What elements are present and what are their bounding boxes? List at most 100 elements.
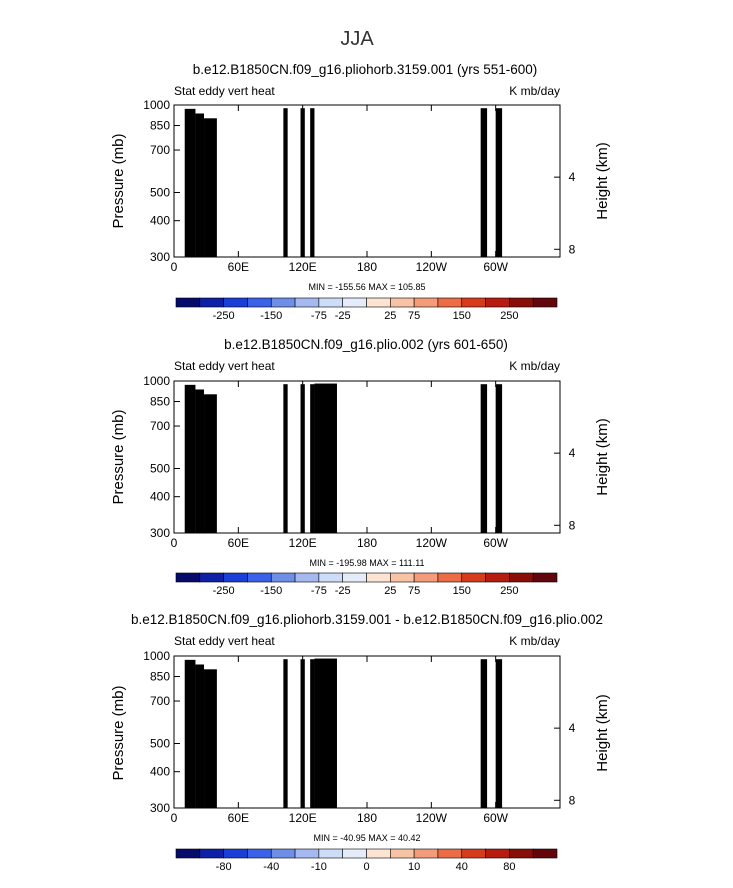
panel-2: b.e12.B1850CN.f09_g16.plio.002 (yrs 601-… (110, 337, 611, 597)
panel-1-colorbar-label-1: -150 (260, 310, 282, 322)
panel-1-colorbar-swatch-9 (390, 297, 415, 308)
panel-3-y2label: Height (km) (594, 694, 611, 772)
panel-1-xtick-label-4: 120W (416, 260, 448, 274)
panel-1-left-label: Stat eddy vert heat (174, 84, 275, 98)
panel-1-plot: 0 60E 120E 180 120W 60W 300 400 500 700 850 1000 4 8 (143, 98, 575, 274)
panel-2-xtick-label-5: 60W (483, 536, 508, 550)
panel-3-colorbar-label-4: 10 (408, 861, 420, 873)
panel-1-colorbar-swatch-2 (223, 297, 248, 308)
panel-1-colorbar-swatch-15 (532, 297, 558, 308)
panel-3-xtick-label-1: 60E (228, 811, 249, 825)
panel-3: b.e12.B1850CN.f09_g16.pliohorb.3159.001 … (110, 612, 611, 873)
panel-1-xtick-label-1: 60E (228, 260, 249, 274)
panel-3-colorbar-swatch-12 (461, 848, 486, 859)
panel-3-land-1 (195, 664, 205, 808)
panel-3-land-3 (283, 659, 288, 808)
panel-2-xtick-label-3: 180 (357, 536, 377, 550)
panel-3-right-label: K mb/day (509, 634, 560, 648)
panel-3-ytick-label-2: 500 (150, 737, 170, 751)
panel-1-colorbar-label-5: 75 (408, 310, 420, 322)
panel-2-xtick-label-2: 120E (289, 536, 317, 550)
panel-2-ytick-label-4: 850 (150, 395, 170, 409)
panel-3-land-7 (480, 659, 488, 808)
panel-1-frame (173, 104, 561, 258)
panel-3-colorbar-swatch-13 (485, 848, 510, 859)
panel-3-colorbar-swatch-8 (366, 848, 391, 859)
panel-2-colorbar-label-4: 25 (384, 585, 396, 597)
panel-2-colorbar-label-2: -75 (311, 585, 327, 597)
panel-2-left-label: Stat eddy vert heat (174, 359, 275, 373)
panel-1-colorbar-label-3: -25 (335, 310, 351, 322)
panel-3-land-6 (314, 658, 337, 808)
panel-2-ytick-label-2: 500 (150, 462, 170, 476)
panel-1: b.e12.B1850CN.f09_g16.pliohorb.3159.001 … (110, 62, 611, 322)
panel-2-land-6 (314, 383, 337, 533)
panel-1-land-0 (184, 108, 196, 258)
panel-1-ytick-label-4: 850 (150, 119, 170, 133)
panel-3-colorbar-swatch-14 (509, 848, 534, 859)
panel-1-ytick-label-2: 500 (150, 186, 170, 200)
panel-3-ytick-label-4: 850 (150, 670, 170, 684)
panel-1-colorbar-label-4: 25 (384, 310, 396, 322)
panel-1-ytick-label-1: 400 (150, 214, 170, 228)
panel-2-ytick-label-3: 700 (150, 419, 170, 433)
panel-2-land-4 (300, 384, 305, 533)
panel-3-ytick-label-0: 300 (150, 801, 170, 815)
panel-1-ytick-label-3: 700 (150, 143, 170, 157)
panel-2-colorbar-swatch-10 (413, 572, 439, 583)
panel-3-plot: 0 60E 120E 180 120W 60W 300 400 500 700 850 1000 4 8 (143, 649, 575, 825)
panel-1-colorbar-swatch-1 (199, 297, 224, 308)
panel-2-colorbar-swatch-7 (342, 572, 367, 583)
panel-1-colorbar-label-7: 250 (500, 310, 518, 322)
panel-2-xtick-label-4: 120W (416, 536, 448, 550)
panel-3-colorbar-swatch-0 (175, 848, 201, 859)
panel-1-land-6 (480, 108, 488, 257)
panel-1-colorbar-label-2: -75 (311, 310, 327, 322)
panel-2-colorbar-label-7: 250 (500, 585, 518, 597)
panel-2-colorbar-swatch-0 (175, 572, 201, 583)
panel-2-land-5 (310, 384, 315, 533)
panel-2-colorbar-swatch-1 (199, 572, 224, 583)
panel-2-colorbar-swatch-11 (437, 572, 463, 583)
panel-2-colorbar-label-6: 150 (453, 585, 471, 597)
panel-1-xtick-label-2: 120E (289, 260, 317, 274)
panel-1-land-3 (283, 108, 288, 257)
panel-3-y2tick-label-0: 4 (569, 721, 576, 735)
panel-3-xtick-label-3: 180 (357, 811, 377, 825)
panel-3-y2tick-label-1: 8 (569, 793, 576, 807)
panel-3-ylabel: Pressure (mb) (110, 685, 127, 780)
panel-1-xtick-label-3: 180 (357, 260, 377, 274)
panel-1-land-5 (310, 108, 315, 257)
panel-1-colorbar-swatch-10 (413, 297, 439, 308)
panel-2-ytick-label-0: 300 (150, 526, 170, 540)
panel-2-right-label: K mb/day (509, 359, 560, 373)
panel-3-xtick-label-2: 120E (289, 811, 317, 825)
panel-1-title: b.e12.B1850CN.f09_g16.pliohorb.3159.001 … (193, 62, 538, 77)
panel-3-land-4 (300, 659, 305, 808)
panel-3-colorbar-swatch-11 (437, 848, 463, 859)
panel-1-colorbar-label-0: -250 (213, 310, 235, 322)
panel-2-frame (173, 380, 561, 534)
panel-1-colorbar-swatch-6 (318, 297, 343, 308)
panel-1-colorbar-swatch-5 (294, 297, 320, 308)
panel-2-land-3 (283, 384, 288, 533)
panel-3-xtick-label-0: 0 (171, 811, 178, 825)
panel-2-colorbar-swatch-8 (366, 572, 391, 583)
panel-2-colorbar-swatch-3 (247, 572, 272, 583)
panel-2-y2tick-label-0: 4 (569, 446, 576, 460)
panel-2-ytick-label-1: 400 (150, 490, 170, 504)
panel-1-colorbar-swatch-7 (342, 297, 367, 308)
panel-3-colorbar: -80 -40 -10 0 10 40 80 (175, 848, 558, 873)
panel-3-colorbar-swatch-2 (223, 848, 248, 859)
panel-2-colorbar: -250 -150 -75 -25 25 75 150 250 (175, 572, 558, 597)
panel-3-xtick-label-4: 120W (416, 811, 448, 825)
panel-2-colorbar-swatch-9 (390, 572, 415, 583)
panel-3-land-2 (204, 669, 217, 808)
figure-title: JJA (340, 28, 374, 50)
panel-2-colorbar-swatch-2 (223, 572, 248, 583)
panel-1-colorbar-swatch-8 (366, 297, 391, 308)
panel-1-y2tick-label-1: 8 (569, 242, 576, 256)
panel-3-left-label: Stat eddy vert heat (174, 634, 275, 648)
panel-3-colorbar-swatch-15 (532, 848, 558, 859)
